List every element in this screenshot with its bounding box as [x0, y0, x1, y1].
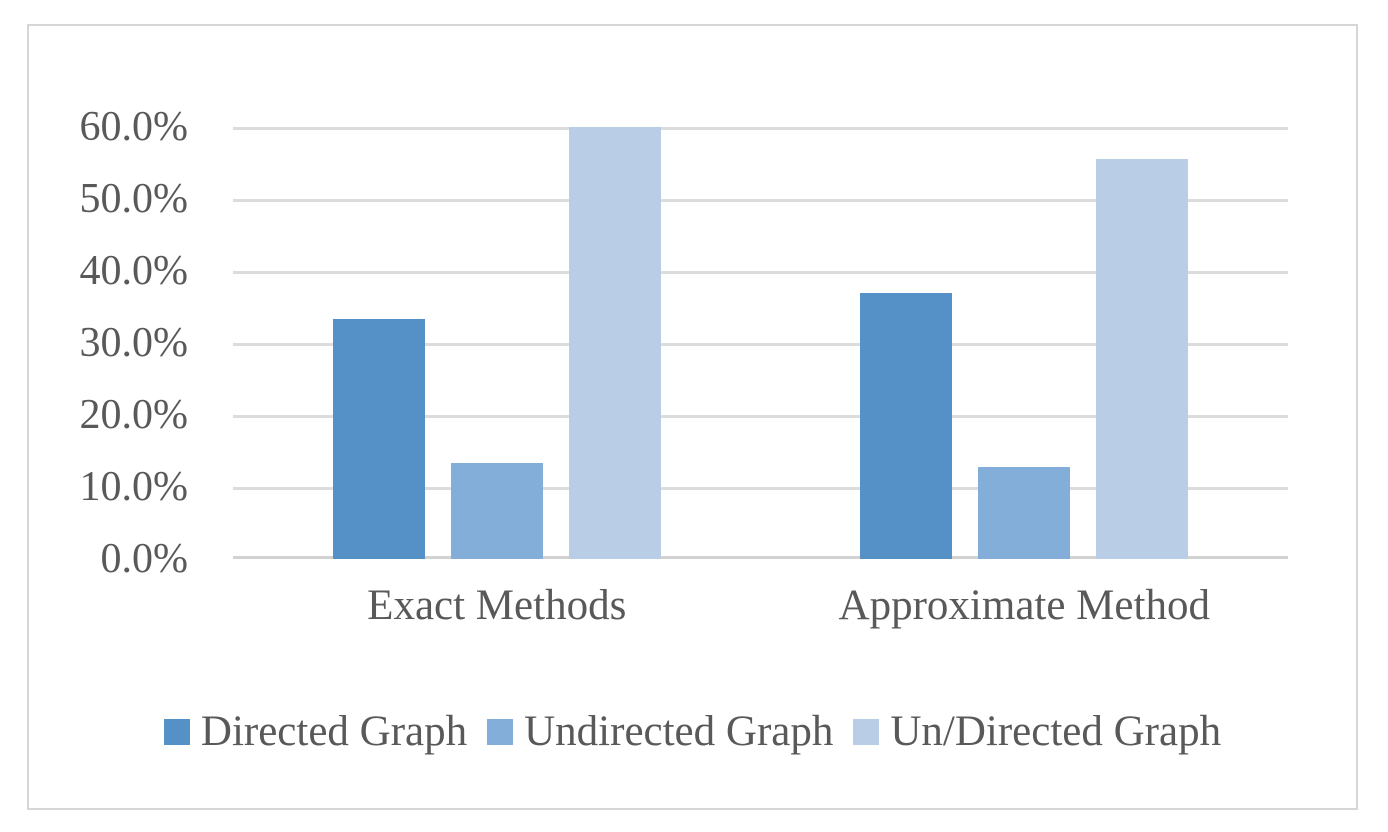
- legend-item-directed-graph: Directed Graph: [163, 707, 468, 756]
- y-tick-label-20: 20.0%: [79, 392, 189, 438]
- bar-un-directed-graph-approximate-method: [1096, 158, 1189, 559]
- legend-label: Un/Directed Graph: [890, 708, 1222, 755]
- gridline-10: [233, 487, 1288, 490]
- legend: Directed Graph Undirected Graph Un/Direc…: [29, 707, 1356, 756]
- legend-label: Undirected Graph: [524, 708, 834, 755]
- y-tick-label-0: 0.0%: [100, 536, 189, 582]
- x-axis-line: [233, 556, 1288, 559]
- category-label-approximate-method: Approximate Method: [838, 582, 1210, 629]
- legend-item-un-directed-graph: Un/Directed Graph: [853, 707, 1221, 756]
- y-tick-label-50: 50.0%: [79, 176, 189, 222]
- legend-label: Directed Graph: [200, 708, 468, 755]
- bar-un-directed-graph-exact-methods: [568, 127, 661, 559]
- gridline-40: [233, 271, 1288, 274]
- category-label-exact-methods: Exact Methods: [367, 582, 627, 629]
- bar-directed-graph-exact-methods: [332, 319, 425, 559]
- bar-undirected-graph-exact-methods: [450, 463, 543, 559]
- gridline-50: [233, 199, 1288, 202]
- chart-frame: 60.0% 50.0% 40.0% 30.0% 20.0% 10.0% 0.0%…: [27, 24, 1358, 810]
- legend-swatch-icon: [163, 718, 190, 745]
- legend-swatch-icon: [853, 718, 880, 745]
- gridline-30: [233, 343, 1288, 346]
- plot-area: [233, 127, 1288, 559]
- y-tick-label-30: 30.0%: [79, 320, 189, 366]
- x-axis-category-labels: Exact Methods Approximate Method: [233, 581, 1288, 630]
- bar-group-approximate-method: [761, 127, 1289, 559]
- y-tick-label-60: 60.0%: [79, 104, 189, 150]
- legend-swatch-icon: [487, 718, 514, 745]
- bar-directed-graph-approximate-method: [860, 292, 953, 559]
- y-tick-label-40: 40.0%: [79, 248, 189, 294]
- legend-item-undirected-graph: Undirected Graph: [487, 707, 833, 756]
- bar-undirected-graph-approximate-method: [978, 466, 1071, 559]
- bar-group-exact-methods: [233, 127, 761, 559]
- y-tick-label-10: 10.0%: [79, 464, 189, 510]
- gridline-20: [233, 415, 1288, 418]
- gridline-60: [233, 127, 1288, 130]
